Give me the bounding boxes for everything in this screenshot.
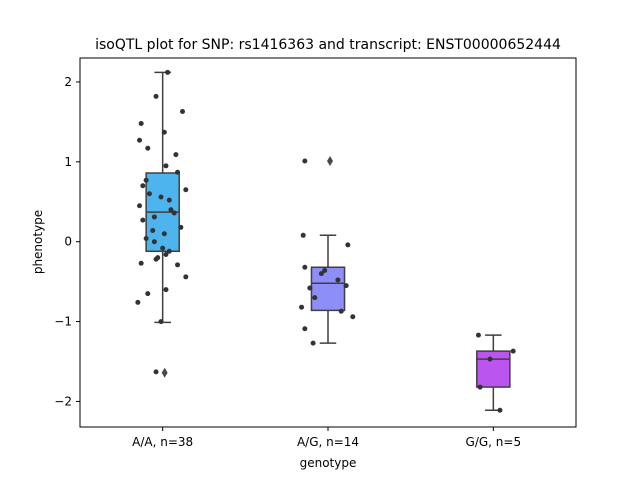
data-point: [299, 304, 305, 310]
y-tick-label: 1: [64, 155, 72, 169]
data-point: [163, 287, 169, 293]
data-point: [183, 274, 189, 280]
box-2: [310, 266, 346, 312]
data-point: [312, 295, 318, 301]
x-tick-label: G/G, n=5: [466, 435, 522, 449]
data-point: [310, 340, 316, 346]
data-point: [137, 137, 143, 143]
data-point: [318, 271, 324, 277]
data-point: [175, 262, 181, 268]
data-point: [168, 207, 174, 213]
y-tick-label: 2: [64, 75, 72, 89]
data-point: [487, 356, 493, 362]
data-point: [475, 332, 481, 338]
data-point: [161, 129, 167, 135]
data-point: [497, 407, 503, 413]
data-point: [138, 260, 144, 266]
data-point: [175, 169, 181, 175]
data-point: [160, 245, 166, 251]
data-point: [140, 217, 146, 223]
chart-title: isoQTL plot for SNP: rs1416363 and trans…: [95, 37, 561, 53]
data-point: [153, 256, 159, 262]
data-point: [350, 314, 356, 320]
data-point: [138, 120, 144, 126]
x-tick-label: A/G, n=14: [297, 435, 359, 449]
data-point: [146, 191, 152, 197]
outlier-marker: [327, 156, 333, 167]
data-point: [158, 194, 164, 200]
data-point: [158, 319, 164, 325]
plot-area: 2 1 0 −1 −2 A/A, n=38 A/G, n=14 G/G, n=5: [54, 57, 577, 449]
data-point: [166, 248, 172, 254]
data-point: [302, 326, 308, 332]
data-point: [477, 384, 483, 390]
data-point: [307, 285, 313, 291]
data-point: [161, 231, 167, 237]
data-point: [178, 224, 184, 230]
data-point: [183, 187, 189, 193]
data-point: [171, 210, 177, 216]
data-point: [150, 228, 156, 234]
data-point: [302, 158, 308, 164]
data-point: [145, 145, 151, 151]
data-point: [166, 197, 172, 203]
data-point: [163, 163, 169, 169]
outlier-marker: [161, 367, 168, 378]
data-point: [145, 291, 151, 297]
y-axis-label: phenotype: [31, 210, 45, 274]
x-axis-label: genotype: [300, 456, 357, 470]
data-point: [345, 242, 351, 248]
data-point: [338, 308, 344, 314]
data-point: [343, 283, 349, 289]
data-point: [322, 267, 328, 273]
data-point: [153, 93, 159, 99]
data-point: [300, 232, 306, 238]
data-point: [143, 177, 149, 183]
data-point: [335, 277, 341, 283]
data-point: [180, 109, 186, 115]
data-point: [140, 183, 146, 189]
data-point: [163, 251, 169, 257]
y-tick-label: 0: [64, 235, 72, 249]
y-tick-label: −2: [54, 394, 72, 408]
data-point: [153, 369, 159, 375]
data-point: [137, 203, 143, 209]
data-point: [151, 214, 157, 220]
data-point: [173, 152, 179, 158]
y-tick-label: −1: [54, 315, 72, 329]
data-point: [302, 264, 308, 270]
box-3: [476, 350, 511, 388]
data-point: [165, 69, 171, 75]
data-point: [151, 239, 157, 245]
x-tick-label: A/A, n=38: [132, 435, 193, 449]
data-point: [143, 236, 149, 242]
data-point: [135, 299, 141, 305]
data-point: [510, 348, 516, 354]
